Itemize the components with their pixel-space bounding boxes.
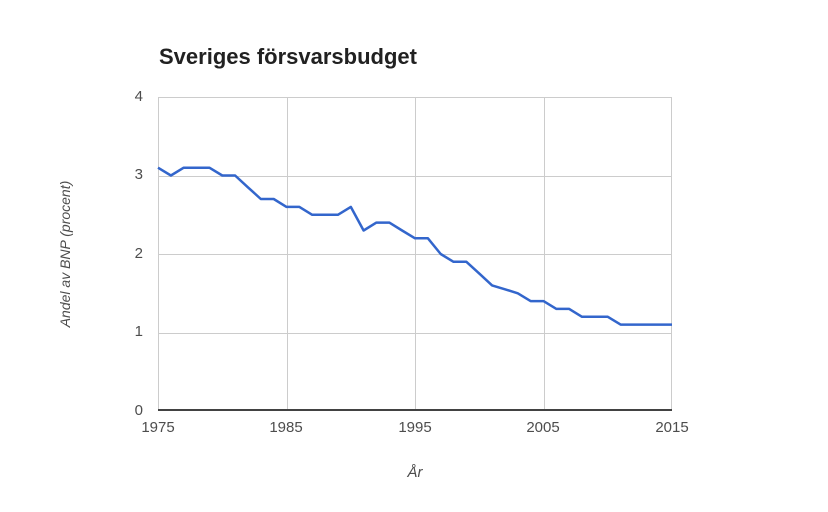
gridline-horizontal-2	[158, 254, 672, 255]
y-tick-label-1: 1	[134, 323, 143, 340]
x-tick-label-1985: 1985	[269, 419, 303, 436]
x-tick-label-2015: 2015	[655, 419, 689, 436]
data-series-line	[157, 166, 672, 326]
x-tick-label-1995: 1995	[398, 419, 432, 436]
chart-title: Sveriges försvarsbudget	[159, 44, 417, 69]
y-tick-label-3: 3	[134, 166, 143, 183]
y-axis-title: Andel av BNP (procent)	[57, 180, 73, 328]
line-series-svg	[157, 166, 672, 326]
y-tick-label-4: 4	[134, 88, 143, 105]
x-tick-label-2005: 2005	[526, 419, 560, 436]
y-tick-label-0: 0	[134, 402, 143, 419]
y-tick-label-2: 2	[134, 245, 143, 262]
x-tick-label-1975: 1975	[141, 419, 175, 436]
gridline-horizontal-4	[158, 97, 672, 98]
x-axis-title: År	[407, 464, 423, 481]
x-axis-line	[158, 409, 672, 411]
gridline-horizontal-1	[158, 332, 672, 334]
gridline-horizontal-3	[158, 175, 672, 177]
plot-area	[157, 97, 672, 411]
